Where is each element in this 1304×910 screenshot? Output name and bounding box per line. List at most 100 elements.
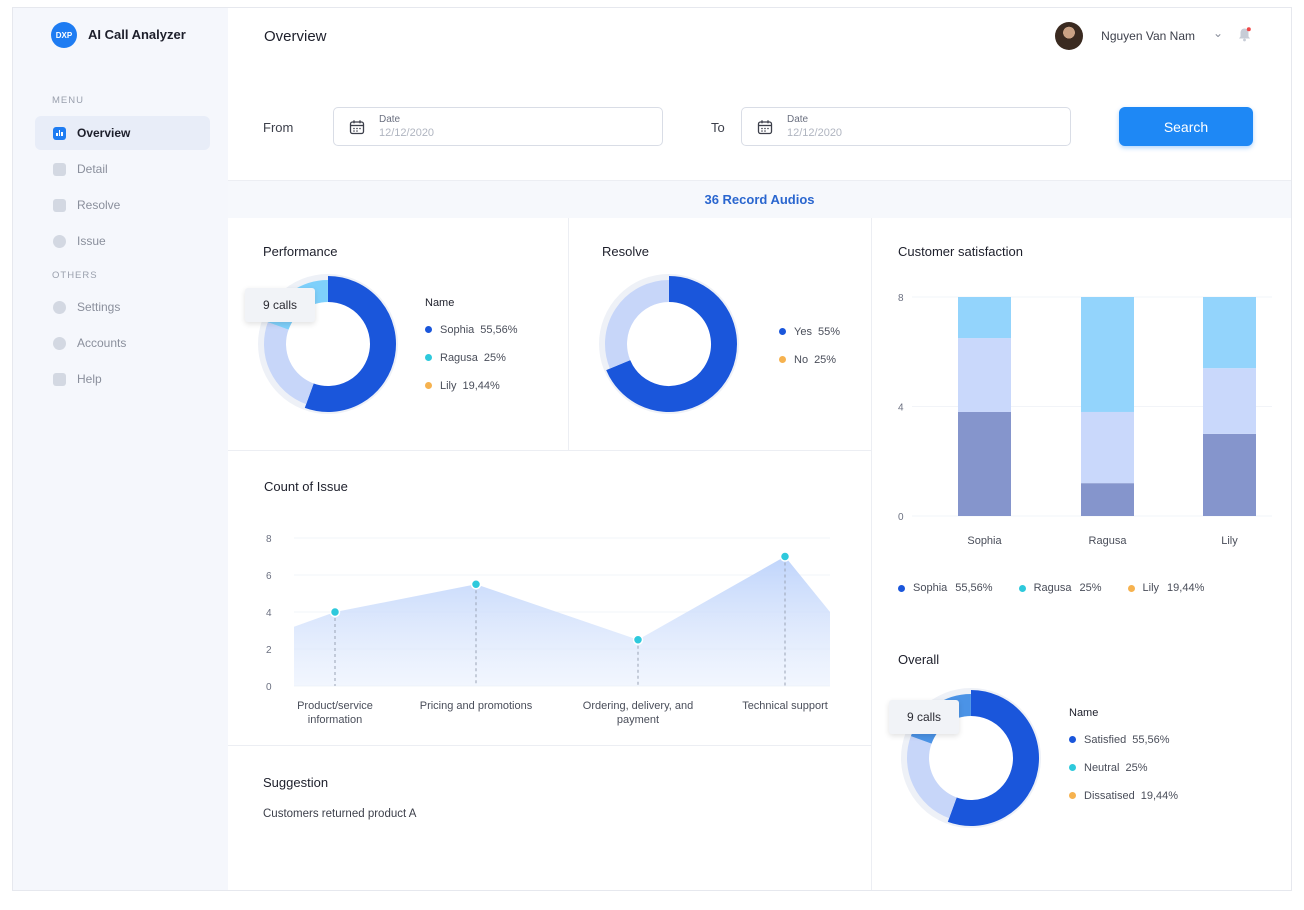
legend-label: Lily: [1142, 582, 1160, 594]
sidebar-item-accounts[interactable]: Accounts: [35, 326, 210, 360]
issue-area: [294, 556, 830, 686]
search-button[interactable]: Search: [1119, 107, 1253, 146]
bell-icon[interactable]: [1238, 27, 1251, 42]
page-title: Overview: [264, 28, 327, 45]
legend-label: Dissatised: [1084, 789, 1135, 802]
app-logo: DXP: [51, 22, 77, 48]
legend-value: 25%: [1079, 582, 1102, 594]
legend-dot: [1127, 584, 1135, 592]
panel-divider: [568, 218, 569, 450]
legend-value: 19,44%: [1167, 582, 1205, 594]
legend-label: Ragusa: [1033, 582, 1072, 594]
legend-title: Name: [1069, 707, 1099, 719]
sidebar-item-issue[interactable]: Issue: [35, 224, 210, 258]
chat-icon: [53, 234, 66, 248]
sidebar-item-overview[interactable]: Overview: [35, 116, 210, 150]
to-date-input[interactable]: [787, 127, 1047, 139]
legend-title: Name: [425, 297, 455, 309]
sidebar-item-resolve[interactable]: Resolve: [35, 188, 210, 222]
bar-segment-lily[interactable]: [1203, 433, 1256, 516]
user-icon: [53, 336, 66, 350]
x-category-label: Product/service: [297, 700, 373, 712]
bar-segment-sophia[interactable]: [958, 338, 1011, 412]
x-category-label: Technical support: [742, 700, 828, 712]
legend-item: Yes 55%: [779, 324, 840, 339]
y-tick-label: 6: [266, 571, 272, 582]
issue-panel: Count of Issue 8 6 4 2 0 Product/service infor…: [228, 451, 871, 745]
legend-label: Sophia: [913, 582, 948, 594]
calendar-icon: [757, 120, 773, 135]
sidebar-item-label: Accounts: [77, 336, 127, 350]
y-tick-label: 2: [266, 645, 272, 656]
legend-item: Ragusa 25%: [1018, 582, 1102, 594]
legend-item: Satisfied 55,56%: [1069, 732, 1178, 747]
gear-icon: [53, 300, 66, 314]
legend-label: Lily: [440, 379, 457, 392]
from-date-input[interactable]: [379, 127, 639, 139]
donut-slice-yes[interactable]: [606, 276, 737, 412]
sidebar-item-label: Overview: [77, 126, 131, 140]
performance-panel: Performance 9 calls Name Sophia 55,56% Ra…: [228, 218, 568, 450]
x-category-label: payment: [617, 714, 659, 726]
legend-label: Yes: [794, 325, 812, 338]
legend-value: 25%: [814, 353, 837, 366]
issue-title: Count of Issue: [264, 479, 348, 494]
legend-item: Sophia 55,56%: [425, 322, 518, 337]
avatar[interactable]: [1055, 22, 1083, 50]
suggestion-panel: Suggestion Customers returned product A: [228, 746, 871, 890]
y-tick-label: 4: [266, 608, 272, 619]
performance-tooltip: 9 calls: [245, 288, 316, 322]
sidebar-item-settings[interactable]: Settings: [35, 290, 210, 324]
issue-point[interactable]: [632, 634, 644, 645]
legend-dot: [425, 326, 432, 333]
bar-segment-ragusa[interactable]: [1081, 297, 1134, 412]
resolve-legend: Yes 55% No 25%: [779, 324, 840, 380]
donut-slice-no[interactable]: [605, 280, 670, 369]
legend-item: Lily 19,44%: [1127, 582, 1205, 594]
user-name[interactable]: Nguyen Van Nam: [1101, 29, 1195, 43]
x-category-label: Ragusa: [1089, 535, 1128, 547]
y-tick-label: 8: [898, 293, 904, 304]
sidebar-item-label: Detail: [77, 162, 108, 176]
bar-segment-ragusa[interactable]: [1081, 411, 1134, 484]
to-date-caption: Date: [787, 114, 809, 125]
issue-point[interactable]: [329, 606, 341, 618]
to-date-field[interactable]: Date: [741, 107, 1071, 146]
donut-slice-sophia[interactable]: [304, 276, 396, 412]
sidebar-item-label: Resolve: [77, 198, 121, 212]
legend-label: No: [794, 353, 809, 366]
bar-segment-sophia[interactable]: [958, 297, 1011, 339]
legend-dot: [1069, 792, 1076, 799]
sidebar-item-help[interactable]: Help: [35, 362, 210, 396]
legend-dot: [898, 584, 905, 592]
overall-title: Overall: [898, 652, 940, 667]
donut-slice-ragusa[interactable]: [264, 322, 315, 405]
bar-segment-ragusa[interactable]: [1081, 483, 1134, 516]
overall-panel: Overall 9 calls Name Satisfied 55,56% Neu…: [872, 638, 1291, 890]
bar-segment-lily[interactable]: [1203, 368, 1256, 434]
issue-point[interactable]: [779, 551, 791, 562]
overall-donut-chart: [901, 688, 1041, 828]
y-tick-label: 0: [266, 682, 272, 693]
issue-point[interactable]: [470, 579, 482, 590]
legend-dot: [425, 354, 432, 361]
chevron-down-icon[interactable]: ⌄: [1212, 26, 1223, 40]
donut-slice-neutral[interactable]: [907, 736, 958, 819]
resolve-panel: Resolve Yes 55% No 25%: [569, 218, 871, 450]
y-tick-label: 4: [898, 403, 904, 414]
issue-area-chart: 8 6 4 2 0 Product/service information Pricing a…: [266, 534, 830, 726]
resolve-title: Resolve: [602, 244, 649, 259]
from-date-field[interactable]: Date: [333, 107, 663, 146]
y-tick-label: 8: [266, 534, 272, 545]
donut-slice-satisfied[interactable]: [947, 690, 1039, 826]
bar-segment-lily[interactable]: [1203, 297, 1256, 369]
sidebar-item-label: Issue: [77, 234, 106, 248]
filter-bar: From Date To Date: [228, 65, 1291, 181]
legend-item: Dissatised 19,44%: [1069, 788, 1178, 803]
app-frame: DXP AI Call Analyzer MENU Overview Detai…: [12, 7, 1292, 891]
sidebar-item-detail[interactable]: Detail: [35, 152, 210, 186]
x-category-label: Ordering, delivery, and: [583, 700, 693, 712]
calendar-icon: [349, 120, 365, 135]
legend-value: 55,56%: [1132, 733, 1170, 746]
bar-segment-sophia[interactable]: [958, 411, 1011, 516]
